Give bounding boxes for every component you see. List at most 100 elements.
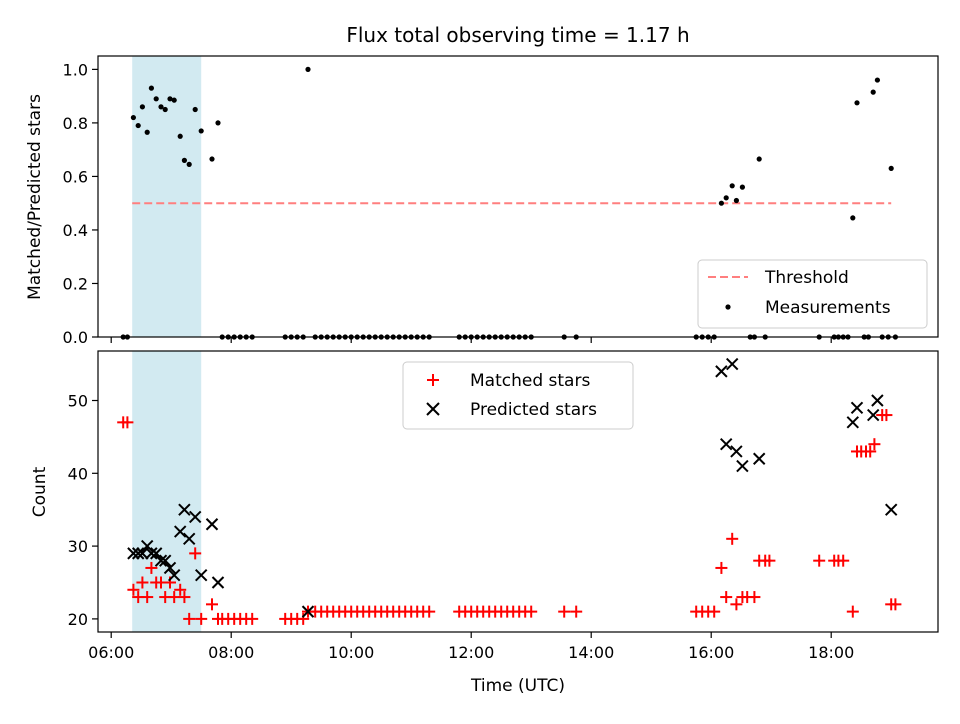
matched-star-point [145, 561, 158, 574]
chart-title: Flux total observing time = 1.17 h [346, 23, 689, 47]
predicted-star-point [149, 547, 163, 560]
bottom-y-ticks: 20 30 40 50 [68, 392, 98, 629]
predicted-star-point [846, 416, 860, 429]
predicted-star-point [211, 576, 225, 589]
x-stroke-b [194, 569, 208, 582]
x-stroke-b [719, 437, 733, 451]
matched-star-point [297, 612, 310, 625]
measurement-point [171, 97, 177, 103]
x-stroke-b [136, 547, 149, 560]
x-stroke-b [158, 554, 172, 567]
matched-star-point [889, 598, 902, 611]
matched-star-point [174, 583, 187, 596]
predicted-star-point [136, 547, 149, 560]
x-stroke-b [871, 394, 884, 407]
bottom-panel: 20 30 40 50 06:00 08:00 10:00 12:00 14:00 16:00 1… [30, 350, 939, 696]
predicted-star-point [158, 554, 172, 567]
bottom-legend: Matched stars Predicted stars [402, 361, 634, 430]
y-tick-label: 0.4 [63, 221, 88, 240]
x-stroke-b [301, 605, 315, 618]
x-tick-label: 18:00 [808, 643, 854, 662]
predicted-star-point [178, 503, 191, 516]
matched-legend-swatch [427, 374, 439, 386]
matched-star-point [720, 591, 733, 604]
predicted-legend-label: Predicted stars [470, 400, 597, 420]
x-tick-label: 14:00 [568, 643, 614, 662]
matched-star-point [127, 583, 140, 596]
matched-star-point [423, 605, 436, 618]
measurement-point [144, 129, 150, 135]
measurement-point [130, 114, 136, 121]
x-stroke-b [178, 503, 191, 516]
y-tick-label: 30 [68, 537, 88, 556]
measurement-point [148, 85, 154, 91]
predicted-star-point [730, 445, 743, 458]
measurement-point [177, 133, 183, 139]
y-tick-label: 0.0 [63, 328, 88, 347]
predicted-legend-swatch [426, 402, 440, 416]
x-stroke-b [140, 539, 154, 553]
predicted-star-point [719, 437, 733, 451]
matched-star-point [715, 561, 728, 574]
top-panel: 0.0 0.2 0.4 0.6 0.8 1.0 Matched/Predicted sta… [25, 55, 939, 347]
predicted-star-point [884, 503, 898, 516]
y-tick-label: 50 [68, 392, 88, 411]
predicted-star-point [736, 459, 749, 473]
x-stroke-b [173, 525, 187, 538]
x-axis-label: Time (UTC) [470, 676, 565, 696]
predicted-stars-points [127, 357, 898, 618]
y-tick-label: 40 [68, 464, 88, 483]
top-plot-frame [97, 55, 939, 338]
x-stroke-b [167, 569, 181, 582]
measurement-point [888, 165, 894, 171]
measurement-point [181, 157, 187, 163]
matched-star-point [880, 409, 893, 422]
matched-star-point [141, 591, 154, 604]
x-stroke-b [149, 547, 163, 560]
matched-star-point [763, 554, 776, 567]
x-stroke-b [127, 547, 140, 560]
predicted-star-point [154, 554, 168, 567]
y-tick-label: 0.6 [63, 167, 88, 186]
x-stroke-b [163, 561, 177, 575]
matched-star-point [525, 605, 538, 618]
measurement-point [718, 200, 725, 206]
x-stroke-b [846, 416, 860, 429]
x-tick-label: 12:00 [448, 643, 494, 662]
measurement-point [305, 66, 311, 72]
matched-star-point [726, 532, 739, 545]
measurement-point [186, 161, 192, 167]
matched-star-point [178, 591, 191, 604]
top-y-axis-label: Matched/Predicted stars [25, 94, 45, 300]
top-legend: Threshold Measurements [697, 259, 928, 329]
y-tick-label: 1.0 [63, 60, 88, 79]
x-stroke-b [850, 401, 864, 414]
measurement-point [870, 89, 876, 95]
matched-star-point [121, 416, 134, 429]
threshold-legend-label: Threshold [764, 268, 849, 288]
measurement-point [153, 96, 159, 102]
matched-star-point [708, 605, 721, 618]
measurement-point [192, 106, 198, 113]
measurement-point [729, 183, 735, 189]
top-legend-box [697, 259, 928, 329]
measurement-point [854, 100, 860, 106]
measurement-point [739, 184, 746, 190]
top-x-ticks [110, 337, 832, 343]
matched-star-point [246, 612, 259, 625]
measurement-point [756, 156, 762, 162]
x-stroke-b [154, 554, 168, 567]
observing-window-band [132, 56, 202, 337]
predicted-star-point [188, 510, 202, 524]
y-tick-label: 0.2 [63, 274, 88, 293]
x-stroke-b [715, 365, 728, 378]
bottom-y-axis-label: Count [30, 466, 50, 517]
bottom-highlight-band [132, 351, 202, 632]
measurements-legend-label: Measurements [765, 298, 891, 318]
bottom-legend-box [402, 361, 634, 430]
predicted-star-point [866, 408, 880, 422]
x-stroke-b [211, 576, 225, 589]
measurement-point [139, 104, 145, 110]
x-stroke-b [145, 547, 158, 560]
matched-star-point [558, 605, 571, 618]
